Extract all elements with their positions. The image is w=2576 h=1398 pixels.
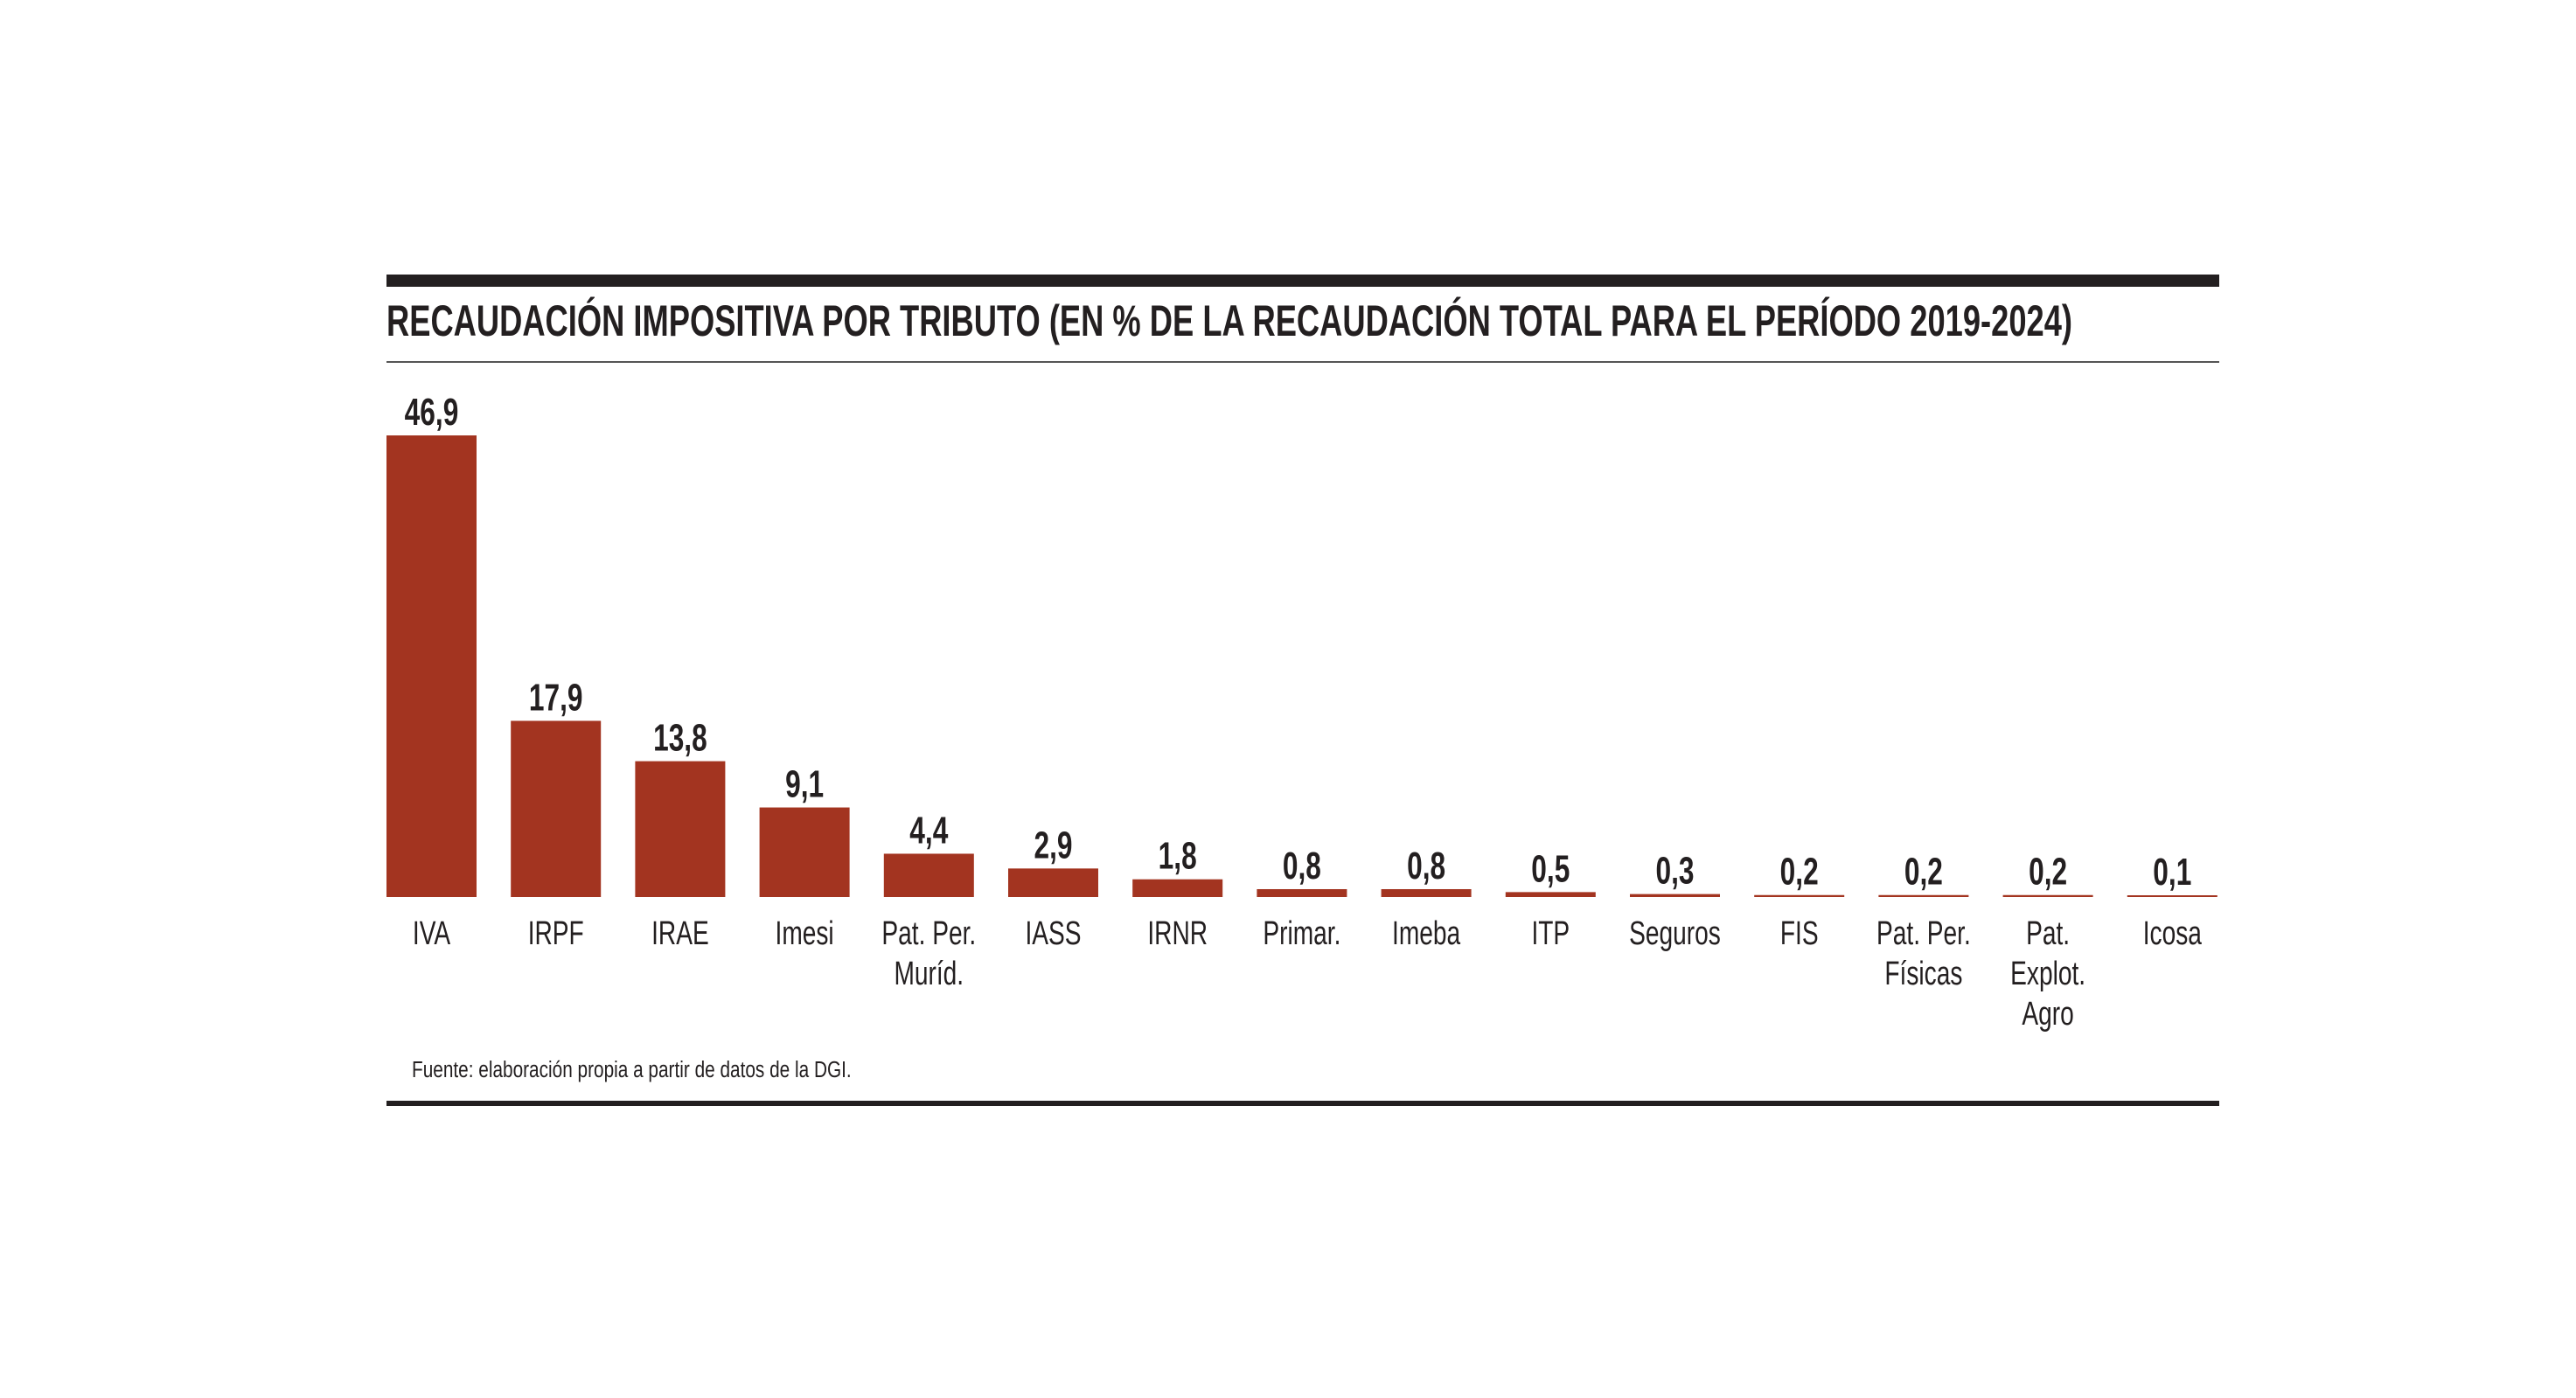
category-label: Primar. bbox=[1263, 915, 1340, 952]
category-label: Pat. Per. bbox=[1876, 915, 1971, 952]
value-label: 0,8 bbox=[1407, 845, 1445, 887]
value-label: 0,2 bbox=[1780, 851, 1819, 894]
value-label: 0,5 bbox=[1531, 847, 1570, 890]
bar bbox=[1505, 892, 1596, 897]
value-label: 2,9 bbox=[1034, 824, 1072, 866]
category-label: Icosa bbox=[2143, 915, 2203, 952]
value-label: 9,1 bbox=[785, 763, 824, 806]
value-label: 0,3 bbox=[1655, 850, 1694, 893]
bar bbox=[1878, 894, 1969, 897]
bar bbox=[635, 761, 726, 897]
value-label: 4,4 bbox=[909, 809, 949, 852]
category-label: Imesi bbox=[776, 915, 834, 952]
value-label: 0,1 bbox=[2153, 851, 2191, 894]
category-label: IASS bbox=[1025, 915, 1081, 952]
category-label: Imeba bbox=[1392, 915, 1460, 952]
value-label: 0,2 bbox=[1904, 851, 1943, 894]
title-underline bbox=[386, 361, 2219, 363]
top-rule bbox=[386, 275, 2219, 287]
bar bbox=[2127, 895, 2217, 897]
bar bbox=[1381, 888, 1472, 897]
value-label: 46,9 bbox=[405, 391, 459, 434]
chart-title: RECAUDACIÓN IMPOSITIVA POR TRIBUTO (EN %… bbox=[386, 296, 2072, 345]
bar bbox=[1008, 868, 1098, 897]
category-label: Físicas bbox=[1884, 956, 1962, 992]
category-label: IRPF bbox=[528, 915, 584, 952]
bar bbox=[2002, 894, 2093, 897]
category-label: Pat. bbox=[2026, 915, 2070, 952]
category-label: FIS bbox=[1780, 915, 1819, 952]
bar bbox=[1257, 888, 1347, 897]
value-label: 13,8 bbox=[653, 717, 707, 760]
category-label: IRAE bbox=[651, 915, 709, 952]
category-label: IRNR bbox=[1147, 915, 1208, 952]
category-label: Pat. Per. bbox=[881, 915, 976, 952]
category-label: Explot. bbox=[2010, 956, 2085, 992]
bar bbox=[759, 807, 850, 897]
category-label: ITP bbox=[1531, 915, 1570, 952]
value-label: 17,9 bbox=[529, 676, 583, 719]
value-label: 1,8 bbox=[1159, 835, 1197, 878]
category-label: IVA bbox=[413, 915, 451, 952]
category-label: Muríd. bbox=[894, 956, 964, 992]
bar bbox=[883, 853, 974, 897]
value-label: 0,8 bbox=[1283, 845, 1321, 887]
bar bbox=[511, 720, 602, 897]
bar bbox=[1630, 894, 1720, 897]
source-note: Fuente: elaboración propia a partir de d… bbox=[412, 1057, 852, 1082]
bar bbox=[1754, 894, 1845, 897]
category-label: Seguros bbox=[1629, 915, 1721, 952]
bar bbox=[1132, 879, 1223, 897]
bottom-rule bbox=[386, 1101, 2219, 1106]
value-label: 0,2 bbox=[2029, 851, 2067, 894]
category-label: Agro bbox=[2022, 996, 2073, 1033]
bar bbox=[386, 435, 477, 897]
